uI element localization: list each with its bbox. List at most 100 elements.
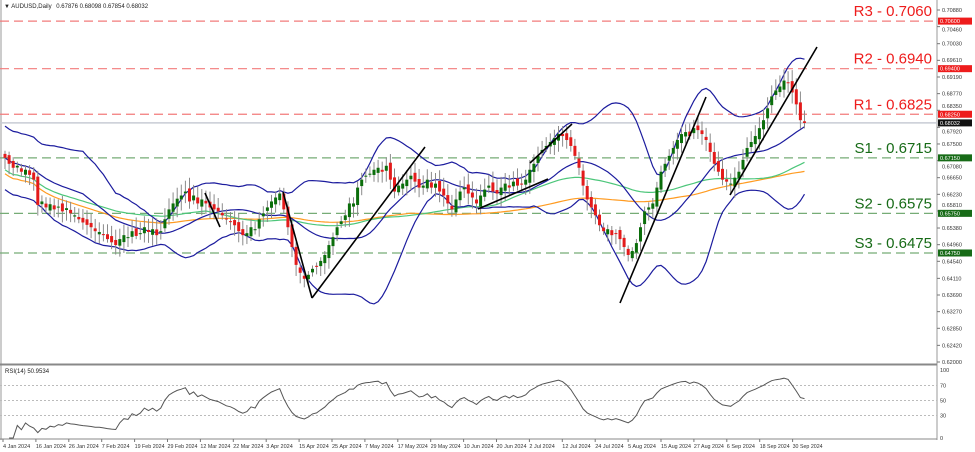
price-tick-label: 0.64960 (942, 242, 962, 248)
candle (224, 209, 228, 225)
candle-body (282, 193, 286, 210)
candle (704, 127, 708, 152)
candle-body (429, 182, 433, 188)
candle-body (803, 121, 806, 123)
rsi-tick-label: 100 (940, 368, 949, 374)
candle-body (757, 128, 761, 140)
candle (667, 149, 671, 170)
level-label-s2: S2 - 0.6575 (854, 195, 932, 212)
candle (397, 176, 401, 196)
candle-body (425, 179, 429, 189)
candle-body (126, 237, 130, 239)
price-tick-label: 0.64110 (942, 276, 961, 282)
candle-body (778, 86, 782, 93)
candle (585, 179, 589, 211)
candle (786, 71, 790, 93)
candle (73, 207, 77, 223)
candle (700, 121, 704, 145)
trendline (529, 123, 573, 164)
candle (659, 165, 663, 193)
level-tag-text: 0.68250 (940, 112, 960, 118)
candle-body (552, 138, 556, 145)
candle-body (565, 133, 569, 141)
candle (766, 97, 770, 129)
candle-body (741, 159, 745, 170)
bollinger-lower (4, 189, 806, 305)
candle (470, 181, 474, 209)
candle (245, 224, 249, 245)
candle (15, 161, 19, 173)
candle-body (138, 233, 142, 235)
bollinger-upper (4, 57, 805, 223)
candle (347, 197, 351, 227)
candle (634, 238, 638, 260)
date-label: 12 Mar 2024 (200, 444, 230, 450)
candle (216, 198, 220, 220)
price-tick-label: 0.62420 (942, 343, 962, 349)
price-tick-label: 0.67500 (942, 142, 962, 148)
level-tag-text: 0.70600 (940, 19, 960, 25)
level-label-r3: R3 - 0.7060 (854, 3, 932, 20)
date-label: 29 May 2024 (431, 444, 461, 450)
candle-body (188, 188, 191, 202)
candle (85, 210, 89, 235)
date-label: 12 Jul 2024 (562, 444, 590, 450)
candle (466, 173, 470, 205)
candle-body (659, 171, 663, 190)
candle-body (397, 185, 401, 193)
candle-body (491, 182, 495, 192)
candle (696, 117, 700, 139)
candle (663, 157, 667, 177)
candle (343, 209, 347, 228)
candle (183, 180, 187, 204)
candle (188, 177, 191, 209)
candle-body (790, 81, 794, 93)
date-label: 2 Jul 2024 (529, 444, 554, 450)
current-price-tag (938, 119, 972, 127)
candle-body (278, 193, 282, 201)
candle-body (77, 216, 81, 220)
price-tick-label: 0.69190 (942, 75, 962, 81)
date-label: 16 Jan 2024 (36, 444, 66, 450)
candle (36, 170, 40, 216)
candle (110, 225, 114, 250)
candle-body (639, 227, 642, 242)
candle (733, 167, 737, 198)
price-tick-label: 0.68770 (942, 92, 962, 98)
candle (69, 201, 73, 223)
candle-body (417, 179, 421, 188)
date-label: 5 Aug 2024 (628, 444, 656, 450)
candle-body (106, 234, 109, 240)
candle-body (409, 175, 413, 180)
date-label: 17 May 2024 (398, 444, 428, 450)
candle (93, 218, 97, 242)
candle (155, 218, 159, 245)
candle (101, 224, 105, 242)
candle-body (192, 195, 196, 201)
candle-body (315, 265, 319, 267)
candle (323, 250, 327, 275)
candle (626, 245, 630, 262)
date-label: 30 Sep 2024 (793, 444, 823, 450)
candle (479, 184, 483, 215)
date-label: 18 Sep 2024 (760, 444, 790, 450)
candle-body (212, 204, 216, 210)
level-tag-r2 (938, 65, 972, 73)
candle (134, 217, 138, 240)
candle (356, 181, 360, 216)
candle (3, 150, 7, 169)
candle (77, 208, 81, 224)
candle (680, 126, 683, 153)
price-tick-label: 0.62000 (942, 360, 962, 366)
candle-body (610, 230, 614, 236)
rsi-tick-label: 50 (940, 399, 946, 405)
candle (790, 70, 794, 104)
candle-body (589, 197, 593, 208)
candle-body (163, 219, 167, 229)
candle-body (298, 267, 302, 273)
candle (425, 169, 429, 193)
level-tag-s1 (938, 154, 972, 162)
candle-body (729, 183, 733, 185)
candle-body (573, 145, 577, 156)
